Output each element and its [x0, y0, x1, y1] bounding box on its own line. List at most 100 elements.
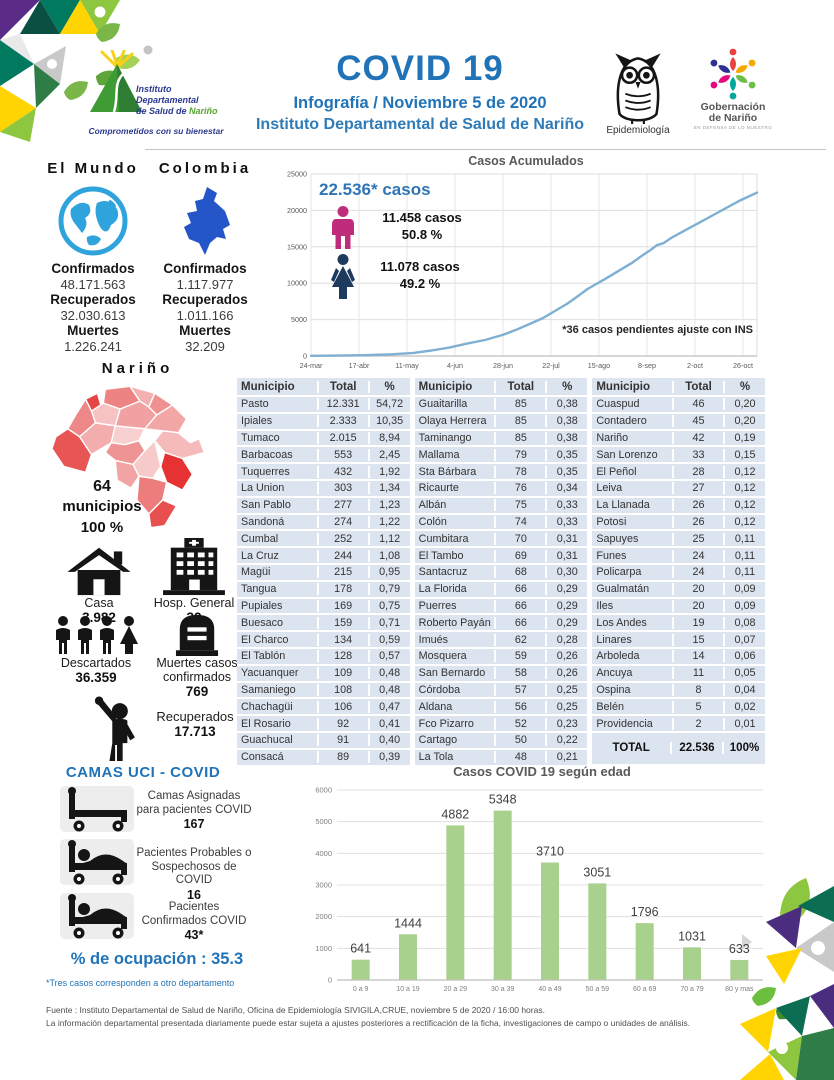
table-row: Nariño 42 0,19 — [592, 430, 766, 448]
female-stats: 11.078 casos 49.2 % — [365, 258, 475, 292]
idsn-logo: Instituto Departamental de Salud de Nari… — [76, 48, 234, 142]
bar — [730, 959, 749, 980]
svg-text:40 a 49: 40 a 49 — [538, 986, 561, 993]
idsn-logo-line2: Departamental — [136, 95, 199, 105]
male-pct: 50.8 % — [401, 227, 443, 242]
table-row: Guaitarilla 85 0,38 — [414, 397, 588, 414]
table-row: Los Andes 19 0,08 — [592, 615, 766, 633]
svg-text:4882: 4882 — [441, 807, 469, 821]
svg-text:20000: 20000 — [287, 206, 307, 215]
colombia-recuperados-value: 1.011.166 — [176, 307, 234, 323]
svg-text:2000: 2000 — [315, 912, 332, 921]
svg-text:70 a 79: 70 a 79 — [680, 986, 703, 993]
bed-patient-icon — [60, 839, 134, 885]
svg-text:5000: 5000 — [315, 817, 332, 826]
muertes-value: 769 — [185, 684, 209, 699]
people-group-icon — [56, 616, 138, 654]
svg-text:6000: 6000 — [315, 786, 332, 795]
casa-label: Casa — [84, 596, 114, 610]
gobernacion-caption2: de Nariño — [708, 112, 758, 124]
table-header-row: Municipio Total% — [414, 378, 588, 397]
table-row: Sta Bárbara 78 0,35 — [414, 464, 588, 481]
table-row: Cumbal 252 1,12 — [237, 531, 410, 549]
table-row: La Tola 48 0,21 — [414, 749, 588, 767]
svg-text:17-abr: 17-abr — [349, 361, 370, 370]
table-row: Magüi 215 0,95 — [237, 564, 410, 582]
table-row: Potosi 26 0,12 — [592, 514, 766, 532]
bar — [588, 883, 607, 980]
male-stats: 11.458 casos 50.8 % — [367, 209, 477, 243]
svg-text:5348: 5348 — [489, 793, 517, 807]
header-divider — [145, 149, 826, 150]
table-row: Colón 74 0,33 — [414, 514, 588, 532]
table-row: Yacuanquer 109 0,48 — [237, 665, 410, 683]
casa-stat: Casa 3.982 — [60, 544, 138, 626]
age-bar-chart: Casos COVID 19 según edad 0 1000 2000 3000 4… — [303, 764, 781, 1002]
hospital-label: Hosp. General — [153, 596, 235, 610]
camas-asignadas-item: Camas Asignadas para pacientes COVID 167 — [136, 790, 252, 832]
camas-uci-title: CAMAS UCI - COVID — [65, 764, 221, 781]
svg-text:0: 0 — [328, 976, 332, 985]
decorative-mosaic-bottom-right — [740, 878, 834, 1080]
hospital-stat: Hosp. General 32 — [150, 538, 238, 626]
table-row: Pasto 12.331 54,72 — [237, 397, 410, 414]
colombia-map-icon — [184, 187, 230, 255]
table-row: Tumaco 2.015 8,94 — [237, 430, 410, 448]
table-row: Belén 5 0,02 — [592, 699, 766, 717]
table-row: Ancuya 11 0,05 — [592, 665, 766, 683]
epidemiology-caption: Epidemiología — [606, 125, 670, 136]
municipios-number: 64 — [93, 478, 111, 495]
gobernacion-logo: Gobernación de Nariño EN DEFENSA DE LO N… — [686, 46, 780, 144]
world-recuperados-label: Recuperados — [50, 292, 136, 307]
page-title: COVID 19 — [336, 49, 504, 88]
muertes-stat: Muertes casos confirmados 769 — [154, 612, 240, 700]
colombia-muertes-label: Muertes — [179, 323, 231, 338]
table-row: Funes 24 0,11 — [592, 548, 766, 565]
female-cases: 11.078 casos — [380, 259, 460, 274]
gobernacion-caption1: Gobernación — [700, 101, 766, 113]
municipios-count: 64 municipios 100 % — [50, 478, 154, 538]
bar — [399, 934, 417, 980]
table-row: San Bernardo 58 0,26 — [414, 665, 588, 683]
colombia-recuperados-label: Recuperados — [162, 292, 248, 307]
hospital-icon — [163, 538, 225, 596]
table-row: Pupiales 169 0,75 — [237, 598, 410, 616]
table-row: La Llanada 26 0,12 — [592, 497, 766, 515]
world-recuperados-value: 32.030.613 — [60, 307, 126, 323]
table-row: El Charco 134 0,59 — [237, 632, 410, 649]
colombia-muertes-value: 32.209 — [185, 338, 225, 354]
idsn-logo-line1: Instituto — [136, 84, 172, 94]
table-row: El Rosario 92 0,41 — [237, 716, 410, 733]
table-row: Fco Pizarro 52 0,23 — [414, 716, 588, 733]
bed-empty-icon — [60, 786, 134, 832]
svg-text:0: 0 — [303, 352, 307, 361]
svg-text:20 a 29: 20 a 29 — [444, 986, 467, 993]
svg-text:633: 633 — [729, 942, 750, 956]
age-chart-title: Casos COVID 19 según edad — [453, 764, 631, 779]
idsn-mountain-icon — [90, 50, 142, 113]
world-confirmados-label: Confirmados — [51, 261, 135, 276]
bar — [351, 959, 370, 980]
recuperados-stat: Recuperados 17.713 — [150, 710, 240, 740]
table-row: Providencia 2 0,01 — [592, 716, 766, 733]
table-row: Buesaco 159 0,71 — [237, 615, 410, 633]
owl-icon — [615, 53, 661, 124]
table-row: La Union 303 1,34 — [237, 480, 410, 498]
ocupacion-pct: % de ocupación : 35.3 — [70, 950, 244, 968]
table-row: Iles 20 0,09 — [592, 598, 766, 616]
ins-adjustment-note: *36 casos pendientes ajuste con INS — [562, 324, 753, 336]
source-footer: Fuente : Instituto Departamental de Salu… — [46, 1004, 746, 1030]
table-row: Olaya Herrera 85 0,38 — [414, 413, 588, 431]
svg-text:22-jul: 22-jul — [542, 361, 560, 370]
svg-text:25000: 25000 — [287, 170, 307, 179]
accumulated-line-plot: 0 5000 10000 15000 20000 25000 24-mar 17-abr 11-… — [287, 170, 759, 370]
svg-text:10 a 19: 10 a 19 — [396, 986, 419, 993]
pacientes-confirmados-item: Pacientes Confirmados COVID 43* — [136, 901, 252, 943]
world-stats: El Mundo Confirmados 48.171.563 Recupera… — [40, 160, 146, 354]
colombia-confirmados-value: 1.117.977 — [176, 276, 234, 292]
table-row: Sandoná 274 1,22 — [237, 514, 410, 532]
table-row: Ricaurte 76 0,34 — [414, 480, 588, 498]
table-row: Cumbitara 70 0,31 — [414, 531, 588, 549]
bar — [635, 923, 654, 980]
world-confirmados-value: 48.171.563 — [60, 276, 126, 292]
